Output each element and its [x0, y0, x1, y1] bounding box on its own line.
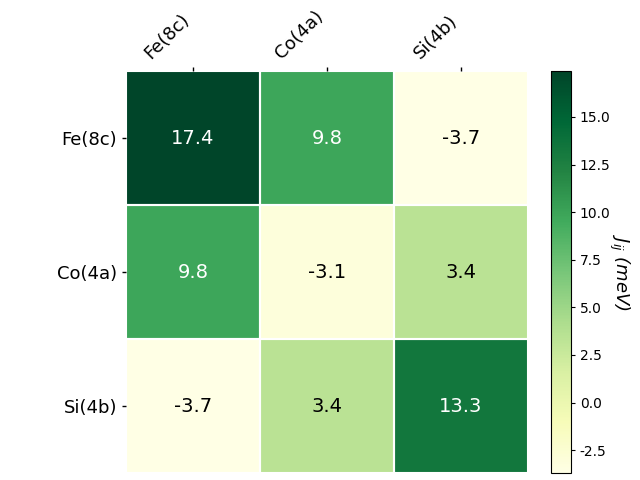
Bar [126, 205, 260, 339]
Text: -3.1: -3.1 [308, 263, 346, 282]
Bar [394, 71, 528, 205]
Text: 3.4: 3.4 [311, 396, 342, 416]
Text: 9.8: 9.8 [177, 263, 209, 282]
Bar [260, 205, 394, 339]
Bar [260, 71, 394, 205]
Text: 13.3: 13.3 [439, 396, 483, 416]
Text: -3.7: -3.7 [174, 396, 212, 416]
Text: 3.4: 3.4 [445, 263, 476, 282]
Bar [394, 339, 528, 473]
Y-axis label: $J_{ij}$ (meV): $J_{ij}$ (meV) [607, 234, 631, 311]
Text: -3.7: -3.7 [442, 129, 480, 148]
Bar [260, 339, 394, 473]
Text: 17.4: 17.4 [172, 129, 214, 148]
Bar [126, 71, 260, 205]
Bar [126, 339, 260, 473]
Text: 9.8: 9.8 [311, 129, 342, 148]
Bar [394, 205, 528, 339]
